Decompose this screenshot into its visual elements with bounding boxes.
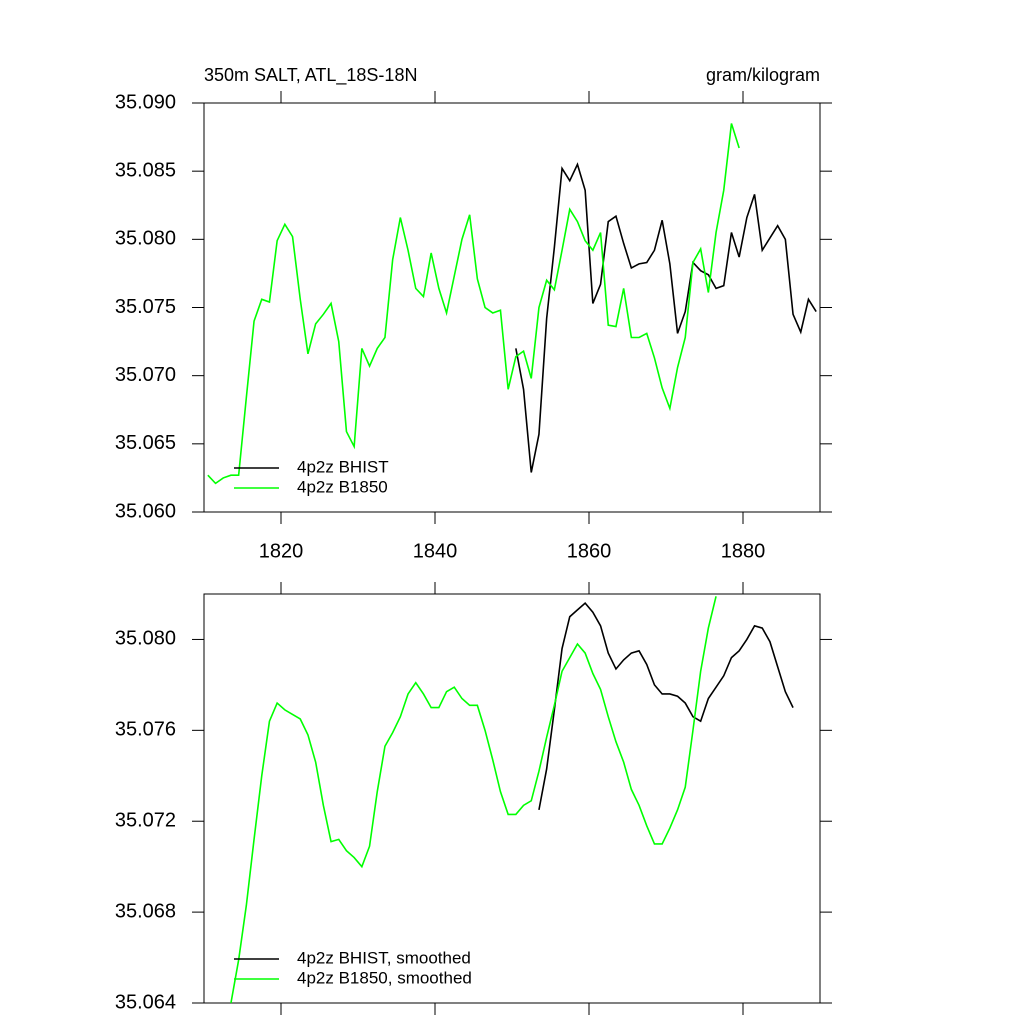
y-tick-label: 35.076 [115, 719, 176, 741]
y-tick-label: 35.080 [115, 628, 176, 650]
legend-label: 4p2z BHIST, smoothed [297, 948, 471, 967]
y-tick-label: 35.075 [115, 296, 176, 318]
y-tick-label: 35.085 [115, 159, 176, 181]
y-tick-label: 35.065 [115, 432, 176, 454]
legend-label: 4p2z BHIST [297, 457, 389, 476]
x-tick-label: 1880 [721, 540, 766, 562]
y-tick-label: 35.064 [115, 991, 176, 1013]
legend-label: 4p2z B1850, smoothed [297, 968, 472, 987]
y-tick-label: 35.060 [115, 500, 176, 522]
plot-frame [203, 102, 821, 513]
units-label: gram/kilogram [706, 65, 820, 85]
y-tick-label: 35.068 [115, 900, 176, 922]
y-tick-label: 35.090 [115, 91, 176, 113]
series-line [230, 596, 717, 1004]
legend-label: 4p2z B1850 [297, 477, 388, 496]
series-line [538, 601, 794, 811]
x-tick-label: 1840 [413, 540, 458, 562]
y-tick-label: 35.080 [115, 228, 176, 250]
y-tick-label: 35.070 [115, 364, 176, 386]
x-tick-label: 1820 [259, 540, 304, 562]
series-line [515, 162, 817, 473]
series-line [207, 123, 740, 485]
x-tick-label: 1860 [567, 540, 612, 562]
y-tick-label: 35.072 [115, 810, 176, 832]
plot-frame [203, 593, 821, 1004]
chart-title: 350m SALT, ATL_18S-18N [204, 65, 417, 86]
